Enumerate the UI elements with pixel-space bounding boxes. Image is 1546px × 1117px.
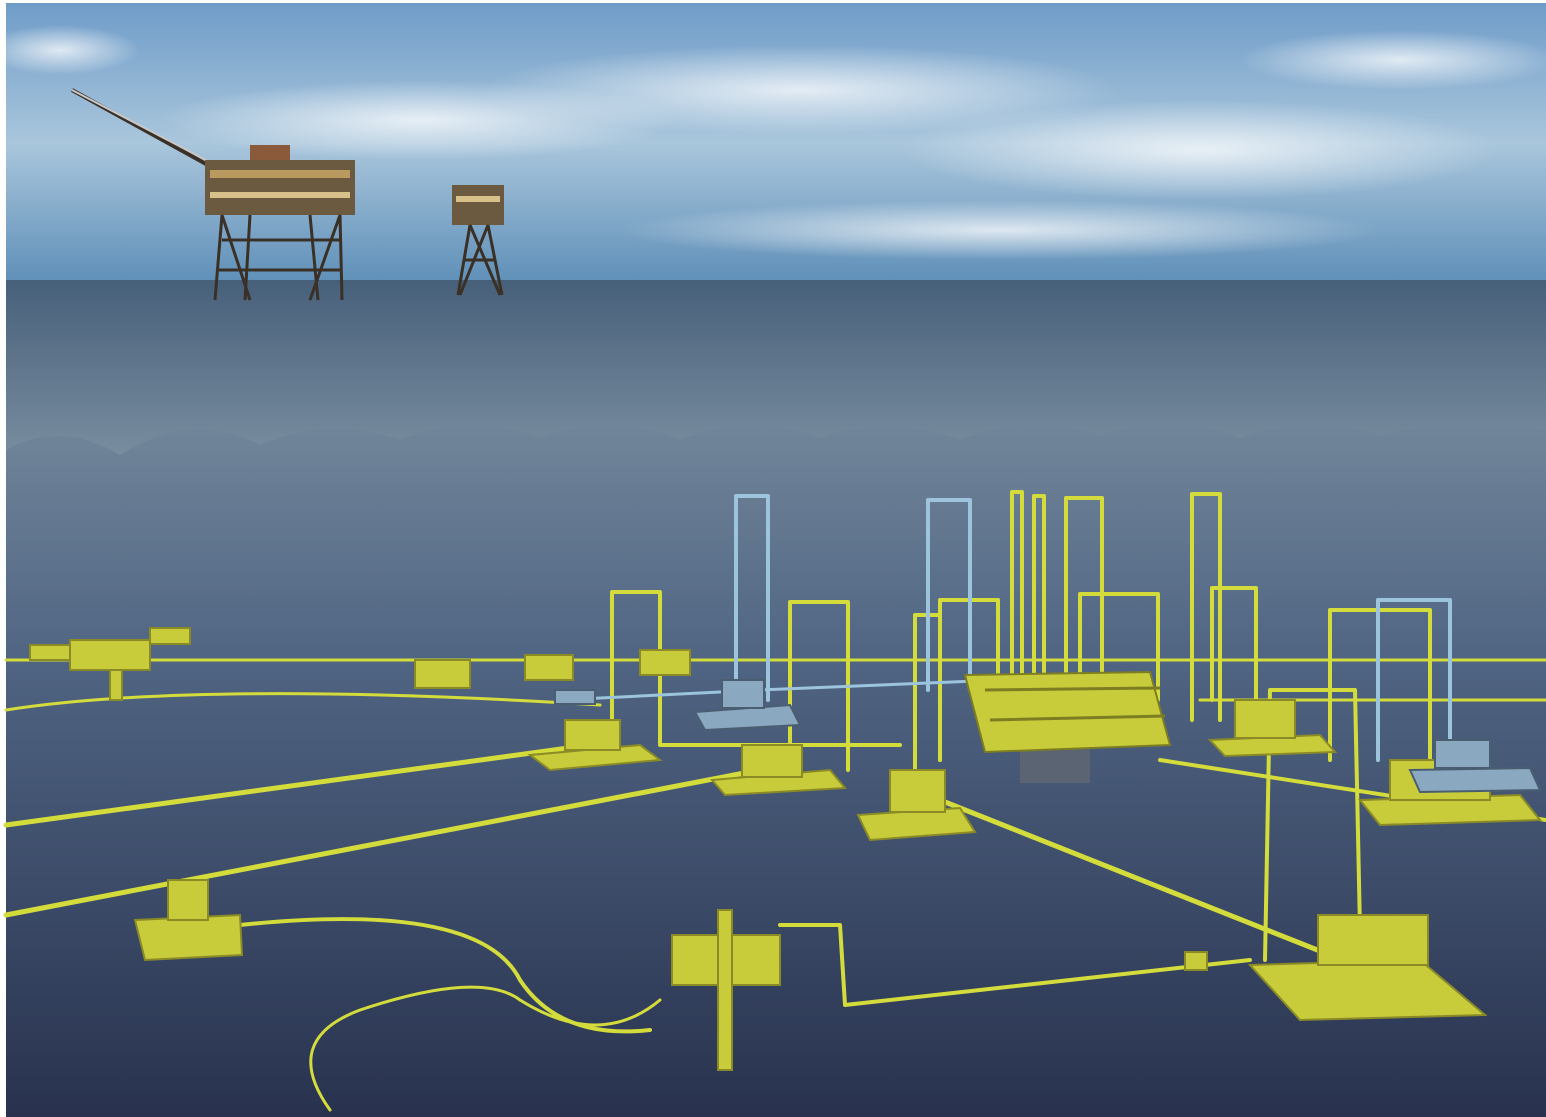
subsea-structures — [29, 627, 1543, 1071]
pipelines — [3, 490, 1546, 1112]
platform-small — [452, 185, 504, 296]
clouds — [0, 25, 1546, 260]
blue-structures — [554, 679, 1542, 794]
manifold — [963, 670, 1172, 783]
scene — [0, 3, 1546, 1117]
platform-large — [71, 88, 355, 301]
